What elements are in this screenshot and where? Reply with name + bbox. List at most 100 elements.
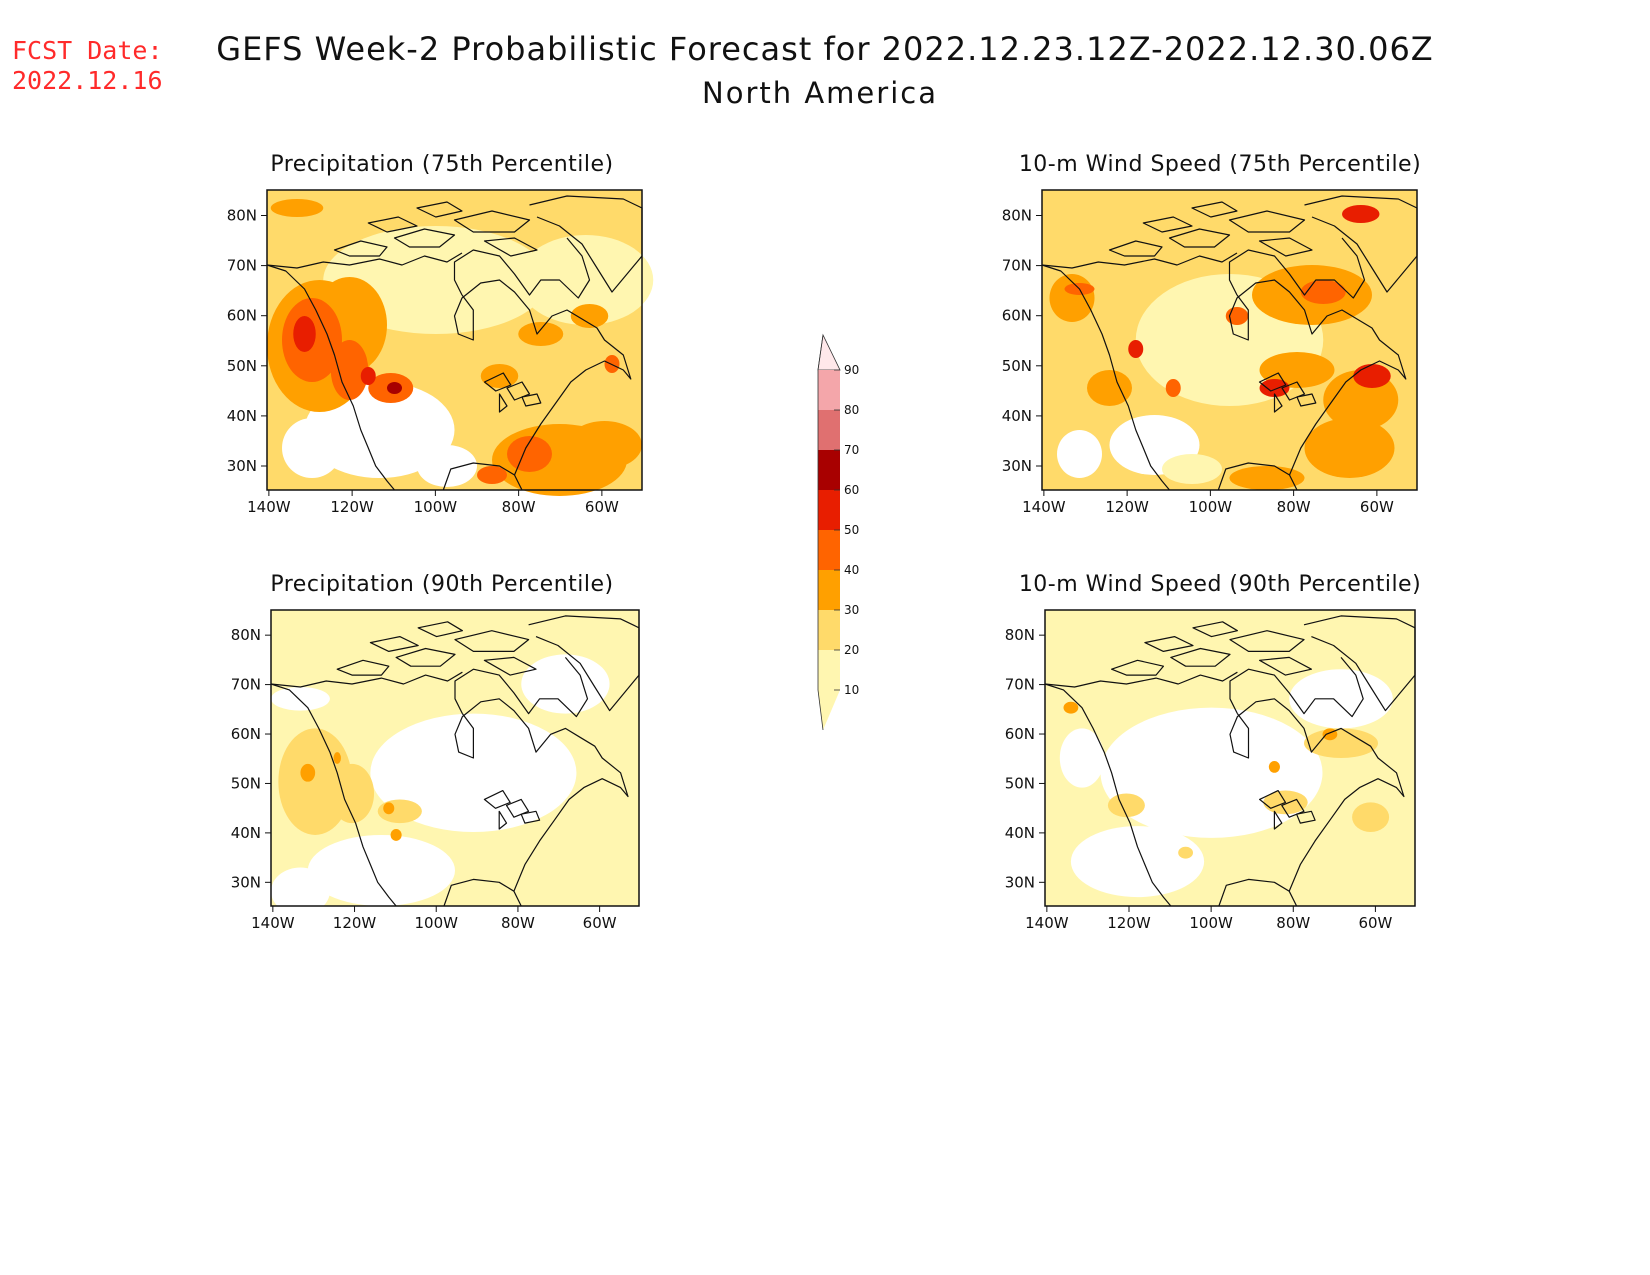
coastline	[1228, 279, 1407, 476]
region-subtitle: North America	[702, 76, 938, 110]
island-outline	[336, 659, 390, 676]
island-outline	[1170, 647, 1231, 667]
lat-label: 50N	[1002, 357, 1032, 375]
colorbar-label: 80	[844, 403, 859, 417]
island-outline	[369, 636, 419, 653]
coastline	[270, 683, 397, 907]
field-contour	[1128, 340, 1144, 358]
field-contour	[477, 466, 507, 484]
field-contour	[518, 235, 654, 325]
lake-outline	[498, 393, 508, 413]
field-contour	[330, 340, 369, 400]
field-contour	[1259, 379, 1290, 397]
lon-label: 80W	[501, 914, 535, 932]
lon-label: 140W	[1022, 498, 1066, 516]
colorbar-swatch	[818, 410, 840, 450]
island-outline	[453, 210, 531, 233]
island-outline	[483, 656, 537, 676]
island-outline	[1144, 636, 1194, 653]
colorbar-legend: 90 80 70 60 50 40 30 20 10	[817, 333, 859, 731]
field-contour	[300, 763, 316, 782]
coastline	[1044, 683, 1172, 907]
field-contour	[1342, 205, 1380, 223]
island-outline	[1258, 237, 1313, 257]
lat-label: 50N	[1005, 774, 1035, 792]
field-contour	[307, 834, 455, 906]
lat-label: 60N	[231, 725, 261, 743]
field-contour	[1059, 728, 1105, 788]
island-outline	[1168, 228, 1231, 248]
colorbar-label: 60	[844, 483, 859, 497]
field-contour	[518, 322, 564, 346]
field-contour	[360, 367, 376, 385]
map-frame	[1044, 609, 1416, 907]
island-outline	[367, 216, 418, 233]
field-contour	[480, 364, 519, 388]
field-contour	[1353, 364, 1391, 388]
map-frame	[266, 189, 643, 491]
lake-outline	[1296, 393, 1317, 407]
lat-label: 30N	[227, 457, 257, 475]
coastline	[454, 657, 589, 718]
field-contour	[1165, 379, 1181, 397]
lake-outline	[1258, 372, 1287, 392]
coastline	[1228, 237, 1366, 299]
field-contour	[1057, 430, 1102, 478]
lat-label: 50N	[227, 357, 257, 375]
lon-label: 80W	[1276, 914, 1310, 932]
colorbar-label: 50	[844, 523, 859, 537]
colorbar-swatch	[818, 530, 840, 570]
field-contour	[1229, 466, 1305, 490]
lat-label: 60N	[1005, 725, 1035, 743]
field-contour	[1162, 454, 1222, 484]
island-outline	[393, 228, 456, 248]
coastline	[528, 615, 640, 712]
precip-90-map: 80N 70N 60N 50N 40N 30N 140W 120W 100W 80W 60W	[231, 609, 640, 932]
colorbar-swatch	[818, 490, 840, 530]
colorbar-label: 40	[844, 563, 859, 577]
colorbar-label: 20	[844, 643, 859, 657]
lon-label: 100W	[414, 498, 458, 516]
lake-outline	[520, 810, 541, 824]
map-frame	[1041, 189, 1418, 491]
lon-label: 120W	[330, 498, 374, 516]
field-contour	[1070, 826, 1205, 898]
lon-label: 100W	[1189, 914, 1233, 932]
lon-label: 120W	[333, 914, 377, 932]
field-contour	[1289, 669, 1393, 729]
lake-outline	[483, 790, 511, 809]
colorbar-swatch	[818, 650, 840, 690]
fcst-date-value: 2022.12.16	[12, 66, 163, 95]
island-outline	[395, 647, 456, 667]
colorbar-label: 30	[844, 603, 859, 617]
field-contour	[387, 382, 402, 394]
colorbar-label: 90	[844, 363, 859, 377]
precip-75-map: 80N 70N 60N 50N 40N 30N 140W 120W 100W 80W 60W	[227, 189, 654, 516]
coastline	[454, 698, 629, 892]
lat-label: 60N	[227, 307, 257, 325]
lat-label: 80N	[231, 626, 261, 644]
field-contour	[1352, 802, 1390, 832]
lon-label: 80W	[502, 498, 536, 516]
panel-title-wind-75: 10-m Wind Speed (75th Percentile)	[1018, 152, 1422, 177]
lat-label: 30N	[1002, 457, 1032, 475]
lon-label: 100W	[414, 914, 458, 932]
lat-label: 70N	[227, 257, 257, 275]
field-contour	[1259, 352, 1335, 388]
field-contour	[390, 829, 402, 841]
island-outline	[483, 237, 538, 257]
colorbar-label: 70	[844, 443, 859, 457]
coastline	[1229, 698, 1405, 892]
island-outline	[1192, 621, 1238, 638]
lat-label: 70N	[1002, 257, 1032, 275]
field-contour	[1178, 846, 1193, 859]
island-outline	[1191, 201, 1238, 218]
lat-label: 40N	[231, 824, 261, 842]
coastline	[529, 195, 643, 293]
island-outline	[1228, 210, 1306, 233]
lake-outline	[483, 372, 512, 392]
lake-outline	[521, 393, 542, 407]
coastline	[1041, 252, 1238, 269]
lon-label: 60W	[583, 914, 617, 932]
lat-label: 30N	[231, 873, 261, 891]
